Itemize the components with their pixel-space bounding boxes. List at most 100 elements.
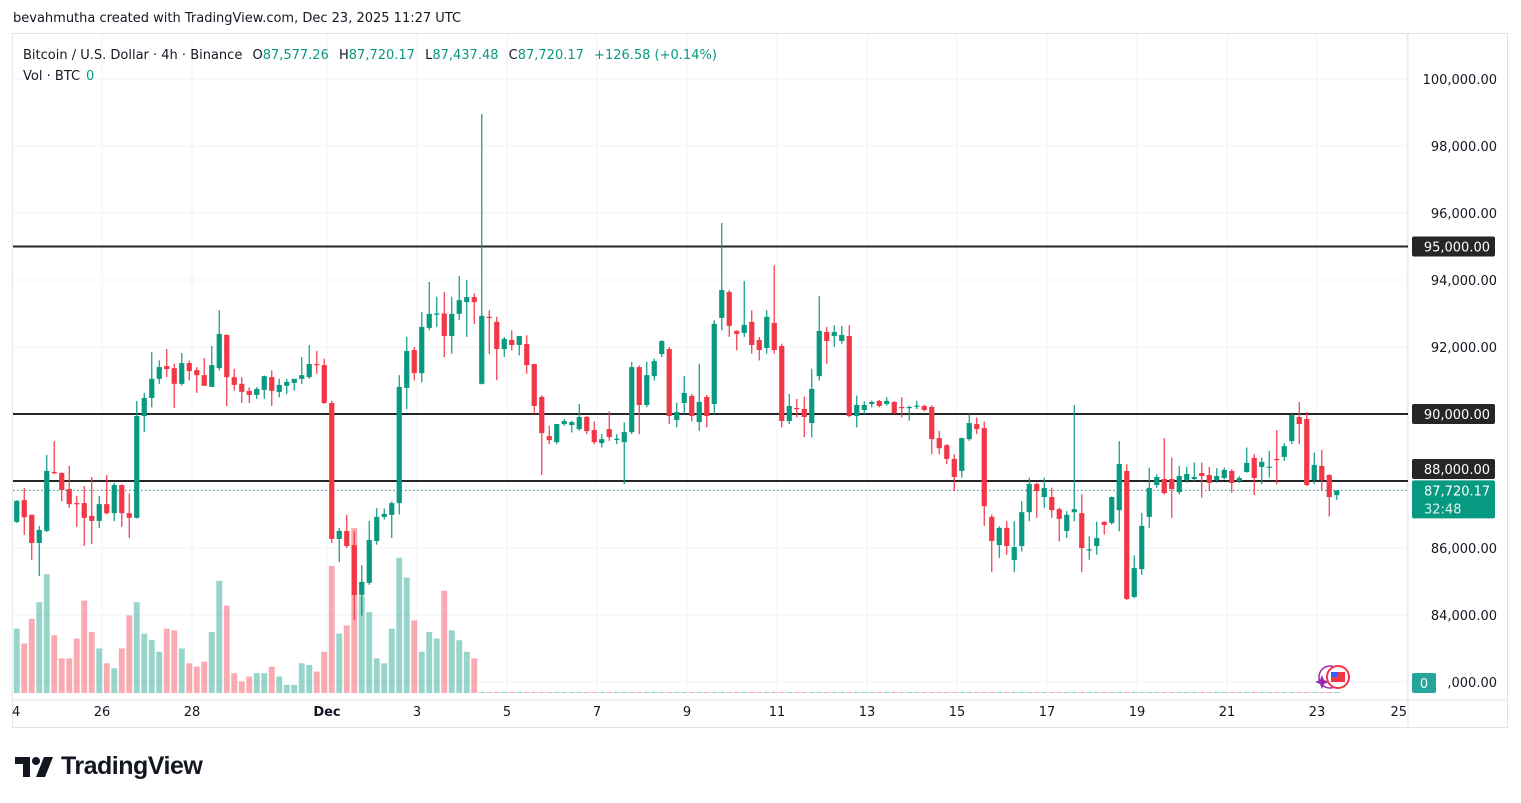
volume-bar: [613, 692, 620, 694]
volume-bar: [883, 692, 890, 694]
volume-bar: [276, 676, 283, 693]
time-tick-label: 23: [1309, 705, 1326, 720]
sparkle-icon: [1315, 675, 1329, 689]
candle: [1334, 490, 1340, 500]
candle: [734, 330, 740, 351]
volume-bar: [1228, 692, 1235, 694]
candle-body: [306, 364, 312, 378]
volume-bar: [463, 651, 470, 693]
candle: [749, 310, 755, 354]
volume-bar: [28, 618, 35, 693]
candle-body: [404, 351, 410, 388]
volume-bar: [1236, 692, 1243, 694]
candle-body: [411, 350, 417, 374]
volume-bar: [868, 692, 875, 694]
candle: [719, 223, 725, 331]
volume-bar: [1161, 692, 1168, 694]
candle: [44, 454, 50, 532]
volume-bar: [951, 692, 958, 694]
candle: [599, 434, 605, 448]
candle: [1304, 411, 1310, 487]
candle: [1274, 430, 1280, 485]
candle: [861, 401, 867, 415]
economic-event-flag-icon[interactable]: [1315, 665, 1350, 689]
candle-body: [449, 313, 455, 336]
candle-body: [434, 313, 440, 315]
volume-bar: [471, 658, 478, 693]
candle: [509, 330, 515, 351]
candle-body: [1319, 465, 1325, 481]
candle: [681, 376, 687, 415]
time-tick-label: 13: [859, 705, 876, 720]
volume-bar: [838, 692, 845, 694]
volume-bar: [298, 663, 305, 693]
candle-body: [1296, 417, 1302, 425]
candle: [224, 334, 230, 406]
candle-body: [824, 331, 830, 341]
candle-body: [1244, 462, 1250, 472]
volume-bar: [553, 692, 560, 694]
volume-bar: [681, 692, 688, 694]
candle-body: [89, 515, 95, 521]
volume-label[interactable]: Vol · BTC: [23, 69, 81, 84]
candle: [989, 514, 995, 573]
candle-body: [621, 432, 627, 443]
candle-body: [899, 406, 905, 409]
candle-body: [269, 377, 275, 391]
volume-bar: [178, 648, 185, 693]
candle: [711, 320, 717, 415]
candle-body: [1019, 512, 1025, 547]
volume-bar: [763, 692, 770, 694]
candle-body: [224, 334, 230, 378]
candle-body: [854, 404, 860, 417]
candle-body: [1146, 488, 1152, 517]
volume-bar: [403, 577, 410, 693]
candle-body: [464, 297, 470, 303]
candle: [1146, 467, 1152, 528]
symbol-title[interactable]: Bitcoin / U.S. Dollar · 4h · Binance: [23, 48, 243, 63]
candle: [1221, 467, 1227, 480]
volume-bar: [418, 651, 425, 693]
candle-body: [801, 408, 807, 418]
candle-body: [1184, 473, 1190, 481]
candle: [276, 378, 282, 398]
candle: [321, 358, 327, 404]
volume-bar: [36, 602, 43, 693]
volume-bar: [51, 635, 58, 693]
volume-bar: [441, 590, 448, 693]
candle-body: [816, 330, 822, 377]
candle-body: [119, 485, 125, 514]
volume-bar: [126, 615, 133, 693]
candle-body: [1124, 470, 1130, 599]
candle-body: [891, 401, 897, 414]
volume-bar: [523, 692, 530, 694]
candle: [1041, 477, 1047, 508]
volume-bar: [973, 692, 980, 694]
tradingview-logo[interactable]: TradingView: [15, 752, 203, 781]
volume-bar: [1041, 692, 1048, 694]
volume-bar: [1116, 692, 1123, 694]
candle-body: [36, 529, 42, 543]
volume-bar: [66, 658, 73, 693]
volume-bar: [426, 631, 433, 693]
candle-body: [1131, 568, 1137, 597]
candle: [899, 397, 905, 418]
candle: [1251, 454, 1257, 496]
candle: [434, 296, 440, 327]
candle-body: [681, 392, 687, 403]
candle-body: [861, 404, 867, 410]
candle-body: [1311, 464, 1317, 481]
candle-countdown-label: 32:48: [1424, 502, 1461, 517]
candle: [906, 405, 912, 421]
candle-body: [389, 503, 395, 515]
candle: [591, 421, 597, 445]
candle: [944, 444, 950, 465]
candle: [869, 400, 875, 408]
candle: [51, 441, 57, 475]
volume-bar: [1191, 692, 1198, 694]
candle: [21, 488, 27, 535]
candle-body: [1026, 484, 1032, 513]
volume-bar: [1131, 692, 1138, 694]
candle: [1281, 443, 1287, 461]
